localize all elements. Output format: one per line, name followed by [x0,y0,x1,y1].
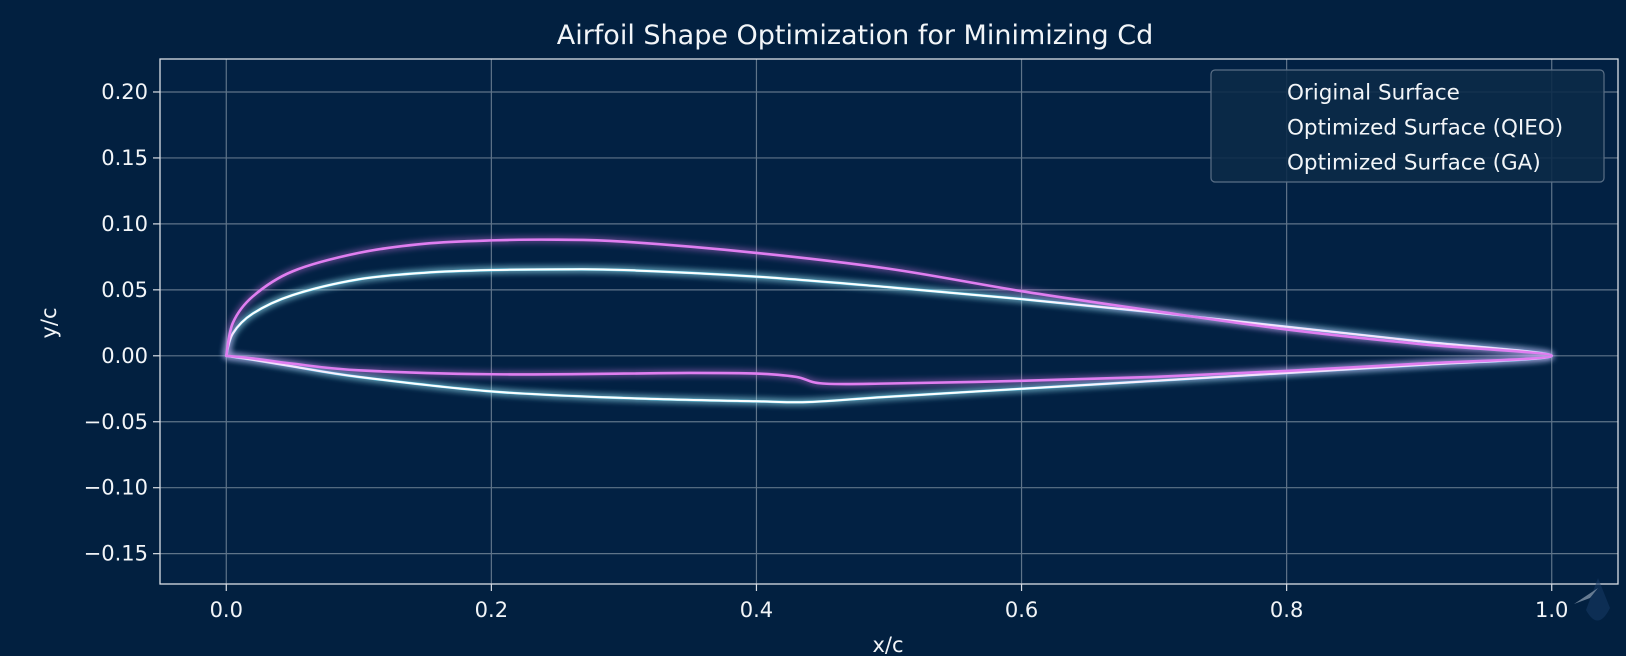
y-axis-label: y/c [37,307,61,338]
chart-title: Airfoil Shape Optimization for Minimizin… [557,20,1154,51]
legend-label: Optimized Surface (QIEO) [1287,116,1563,141]
x-tick-label: 1.0 [1535,598,1568,622]
y-tick-label: 0.05 [101,278,148,302]
y-tick-label: −0.10 [84,476,148,500]
y-tick-label: −0.05 [84,410,148,434]
x-tick-label: 0.6 [1005,598,1038,622]
y-tick-label: −0.15 [84,542,148,566]
y-tick-label: 0.00 [101,344,148,368]
x-tick-label: 0.0 [210,598,243,622]
x-tick-label: 0.4 [740,598,773,622]
legend-label: Optimized Surface (GA) [1287,151,1541,176]
x-tick-label: 0.8 [1270,598,1303,622]
x-tick-label: 0.2 [475,598,508,622]
y-tick-label: 0.15 [101,146,148,170]
legend: Original Surface Optimized Surface (QIEO)… [1211,70,1604,182]
legend-label: Original Surface [1287,81,1460,106]
y-tick-label: 0.20 [101,80,148,104]
chart: 0.0 0.2 0.4 0.6 0.8 1.0 0.20 0.15 0.10 0.05 0.00 −… [0,0,1626,656]
x-axis-label: x/c [872,633,903,656]
y-tick-label: 0.10 [101,212,148,236]
